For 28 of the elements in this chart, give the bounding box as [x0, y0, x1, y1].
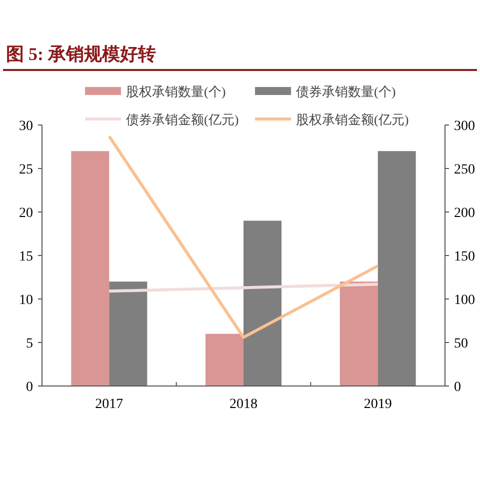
bar	[340, 282, 378, 386]
y-tick-label: 10	[19, 293, 33, 308]
chart-title: 图 5: 承销规模好转	[6, 44, 156, 64]
legend-label: 股权承销金额(亿元)	[296, 112, 409, 127]
y-tick-label: 20	[19, 206, 33, 221]
bar	[378, 151, 416, 386]
bar	[206, 334, 244, 386]
y-tick-label: 30	[19, 119, 33, 134]
y2-tick-label: 200	[454, 206, 475, 221]
legend-label: 债券承销数量(个)	[296, 84, 396, 99]
y2-tick-label: 0	[454, 380, 461, 395]
bar	[244, 220, 282, 386]
y2-tick-label: 250	[454, 162, 475, 178]
y-tick-label: 5	[26, 336, 33, 352]
legend-label: 股权承销数量(个)	[126, 84, 226, 99]
y2-tick-label: 100	[454, 293, 475, 308]
y-tick-label: 0	[26, 380, 33, 395]
y-tick-label: 15	[19, 250, 33, 264]
y-tick-label: 25	[19, 162, 33, 178]
bar	[109, 282, 148, 386]
bar	[71, 151, 110, 386]
y2-tick-label: 150	[454, 250, 475, 264]
y2-tick-label: 50	[454, 336, 468, 352]
x-tick-label: 2019	[364, 397, 392, 412]
x-tick-label: 2017	[95, 397, 124, 412]
legend-label: 债券承销金额(亿元)	[126, 112, 239, 127]
x-tick-label: 2018	[230, 397, 258, 412]
y2-tick-label: 300	[454, 119, 475, 134]
